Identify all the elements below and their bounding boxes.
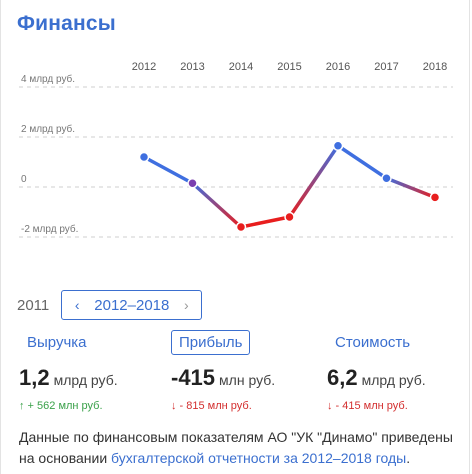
period-range: 2012–2018 [94, 296, 170, 314]
period-navigation: 2011 ‹ 2012–2018 › [17, 289, 203, 321]
x-tick-label: 2017 [374, 61, 398, 73]
x-tick-label: 2012 [132, 61, 156, 73]
section-title: Финансы [17, 12, 116, 35]
revenue-delta: ↑ + 562 млн руб. [19, 400, 103, 412]
finance-chart: 4 млрд руб. 2 млрд руб. 0 -2 млрд руб. 2012 2… [19, 61, 453, 238]
revenue-unit: млрд руб. [53, 372, 118, 388]
data-point [381, 173, 392, 184]
x-tick-label: 2018 [423, 61, 447, 73]
x-tick-label: 2016 [326, 61, 350, 73]
series-line-segment [336, 144, 389, 180]
source-note: Данные по финансовым показателям АО "УК … [19, 427, 465, 469]
series-line-segment [287, 144, 340, 219]
chevron-right-icon[interactable]: › [184, 297, 189, 313]
data-point [429, 192, 441, 203]
metric-profit: Прибыль -415 млн руб. ↓ - 815 млн руб. [171, 330, 275, 412]
period-selector: ‹ 2012–2018 › [61, 290, 203, 320]
financial-report-link[interactable]: бухгалтерской отчетности за 2012–2018 го… [111, 450, 407, 466]
metric-value: Стоимость 6,2 млрд руб. ↓ - 415 млн руб. [327, 330, 426, 412]
source-note-end: . [406, 450, 411, 466]
chevron-left-icon[interactable]: ‹ [74, 297, 80, 313]
x-tick-label: 2014 [229, 61, 253, 73]
revenue-value: 1,2 [19, 365, 50, 390]
profit-unit: млн руб. [219, 372, 276, 388]
x-tick-label: 2013 [180, 61, 204, 73]
data-point [332, 140, 344, 151]
tab-revenue[interactable]: Выручка [27, 334, 87, 351]
profit-delta: ↓ - 815 млн руб. [171, 400, 252, 412]
profit-value: -415 [171, 365, 216, 390]
cost-unit: млрд руб. [361, 372, 426, 388]
data-point [138, 151, 150, 163]
data-point [235, 221, 247, 233]
y-tick-label: -2 млрд руб. [21, 223, 78, 235]
cost-value: 6,2 [327, 365, 358, 390]
cost-delta: ↓ - 415 млн руб. [327, 400, 408, 412]
source-note-text: Данные по финансовым показателям АО "УК … [19, 429, 453, 466]
series-line-segment [384, 176, 437, 200]
data-point [187, 178, 198, 189]
metric-revenue: Выручка 1,2 млрд руб. ↑ + 562 млн руб. [19, 330, 118, 412]
y-tick-label: 0 [21, 174, 27, 185]
data-point [284, 211, 295, 223]
series-line-segment [190, 181, 243, 229]
y-tick-label: 2 млрд руб. [21, 123, 75, 135]
series-line-segment [142, 155, 195, 185]
series-line-segment [239, 215, 292, 229]
x-tick-label: 2015 [277, 61, 301, 73]
previous-year-link[interactable]: 2011 [17, 296, 50, 314]
tab-profit[interactable]: Прибыль [171, 330, 251, 355]
tab-value[interactable]: Стоимость [335, 334, 411, 351]
y-tick-label: 4 млрд руб. [21, 73, 75, 85]
